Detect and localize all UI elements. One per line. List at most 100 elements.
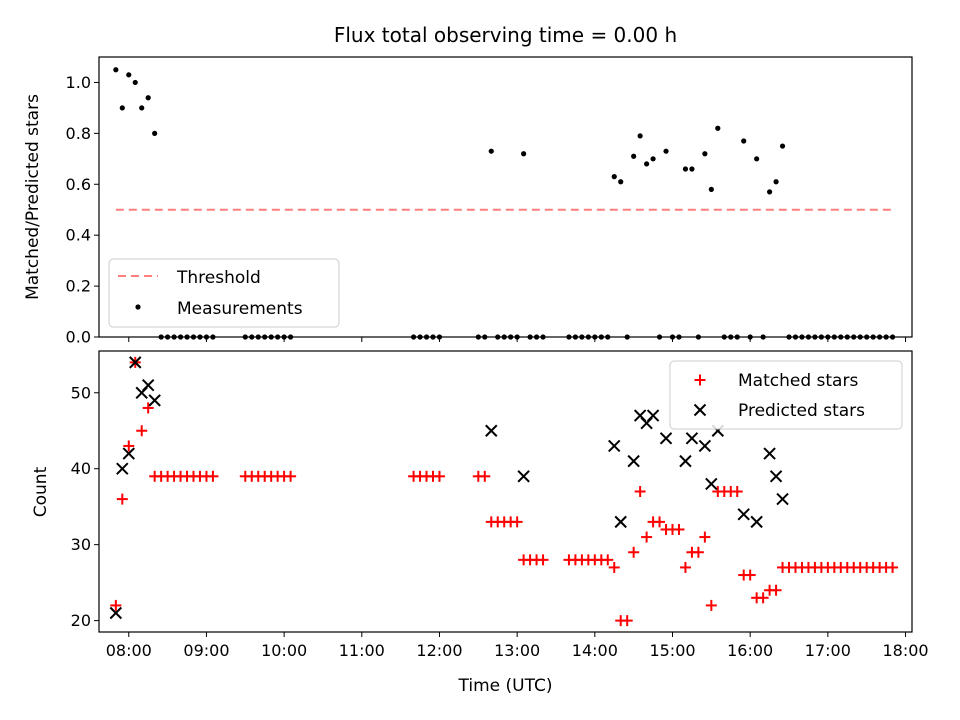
y-tick-label: 40	[71, 459, 91, 478]
y-tick-label: 0.8	[66, 124, 91, 143]
x-tick-label: 11:00	[339, 641, 385, 660]
measurement-point	[488, 148, 494, 154]
legend-measurements-label: Measurements	[177, 299, 303, 319]
predicted-star-point	[659, 432, 673, 445]
matched-star-point	[744, 569, 756, 581]
predicted-star-point	[776, 492, 789, 506]
matched-star-point	[757, 592, 769, 604]
measurement-point	[754, 156, 760, 162]
chart-title: Flux total observing time = 0.00 h	[334, 23, 677, 47]
predicted-star-point	[698, 439, 712, 453]
x-tick-label: 15:00	[649, 641, 695, 660]
matched-star-point	[628, 546, 640, 558]
predicted-star-point	[608, 439, 621, 453]
measurement-point	[132, 79, 138, 86]
measurement-point	[119, 105, 125, 111]
top-legend: Threshold Measurements	[108, 258, 340, 328]
predicted-star-point	[517, 470, 530, 483]
matched-star-point	[116, 493, 128, 505]
matched-star-point	[110, 599, 122, 611]
predicted-star-point	[627, 454, 640, 468]
legend-matched-label: Matched stars	[738, 371, 858, 391]
legend-predicted-label: Predicted stars	[738, 401, 865, 421]
matched-star-point	[731, 486, 743, 497]
predicted-star-point	[679, 454, 692, 468]
top-legend-box	[108, 258, 340, 328]
measurement-point	[644, 161, 650, 167]
measurement-point	[702, 151, 708, 157]
measurement-point	[631, 153, 637, 159]
bottom-axes-frame	[98, 350, 913, 633]
matched-star-point	[207, 470, 219, 482]
bottom-x-ticks: 08:00 09:00 10:00 11:00 12:00 13:00 14:00 15:00…	[106, 632, 929, 660]
y-tick-label: 1.0	[66, 73, 91, 92]
bottom-panel: 20 30 40 50 08:00 09:00 10:00 11:00 12:00 13:00 1…	[31, 350, 929, 696]
bottom-legend: Matched stars Predicted stars	[669, 360, 903, 430]
measurement-point	[715, 125, 721, 131]
measurement-point	[650, 156, 656, 162]
x-tick-label: 18:00	[882, 641, 928, 660]
measurement-point	[152, 130, 158, 136]
matched-star-point	[479, 470, 491, 482]
predicted-star-point	[485, 424, 498, 437]
matched-star-point	[511, 516, 523, 528]
y-tick-label: 0.0	[66, 328, 91, 347]
matched-star-point	[692, 546, 704, 558]
x-axis-label: Time (UTC)	[458, 676, 553, 696]
top-y-axis-label: Matched/Predicted stars	[23, 94, 43, 300]
measurement-point	[618, 179, 624, 185]
measurement-point	[779, 143, 786, 149]
x-tick-label: 14:00	[572, 641, 618, 660]
matched-star-point	[537, 554, 549, 566]
y-tick-label: 0.4	[66, 226, 91, 245]
legend-matched-swatch	[694, 374, 706, 386]
matched-star-point	[699, 531, 711, 543]
predicted-star-point	[750, 515, 763, 529]
x-tick-label: 13:00	[494, 641, 540, 660]
matched-star-point	[679, 561, 691, 573]
predicted-star-point	[148, 394, 161, 407]
measurement-point	[663, 148, 669, 154]
x-tick-label: 16:00	[727, 641, 773, 660]
top-y-ticks: 0.0 0.2 0.4 0.6 0.8 1.0	[66, 73, 99, 347]
matched-star-point	[673, 523, 685, 535]
top-panel: 0.0 0.2 0.4 0.6 0.8 1.0 Matched/Predicted sta…	[23, 56, 913, 347]
predicted-star-point	[685, 432, 699, 445]
predicted-star-point	[705, 477, 718, 491]
measurement-point	[139, 105, 145, 111]
predicted-star-point	[646, 409, 660, 422]
y-tick-label: 20	[71, 611, 91, 630]
predicted-star-point	[129, 356, 142, 369]
measurement-point	[766, 189, 773, 195]
matched-star-point	[887, 561, 899, 573]
matched-star-point	[602, 554, 614, 566]
matched-star-point	[136, 425, 148, 437]
measurement-point	[689, 166, 695, 172]
measurement-point	[521, 151, 527, 157]
measurement-point	[773, 179, 779, 185]
bottom-y-ticks: 20 30 40 50	[71, 383, 99, 630]
legend-predicted-marker	[693, 403, 707, 417]
measurement-point	[741, 138, 747, 144]
x-tick-label: 08:00	[106, 641, 152, 660]
top-x-ticks	[128, 337, 907, 342]
legend-predicted-swatch	[693, 403, 707, 417]
top-axes-frame	[98, 56, 913, 338]
x-tick-label: 10:00	[261, 641, 307, 660]
x-tick-label: 09:00	[183, 641, 229, 660]
measurement-point	[145, 95, 151, 101]
bottom-y-axis-label: Count	[31, 466, 51, 517]
measurement-point	[113, 67, 119, 73]
matched-star-point	[654, 516, 666, 528]
legend-matched-marker	[694, 374, 706, 386]
legend-threshold-label: Threshold	[176, 268, 261, 288]
y-tick-label: 0.6	[66, 175, 91, 194]
matched-star-point	[142, 402, 154, 414]
matched-star-point	[770, 584, 782, 596]
predicted-star-point	[769, 470, 783, 483]
y-tick-label: 50	[71, 383, 91, 402]
matched-star-point	[285, 470, 297, 482]
measurement-point	[611, 174, 617, 180]
